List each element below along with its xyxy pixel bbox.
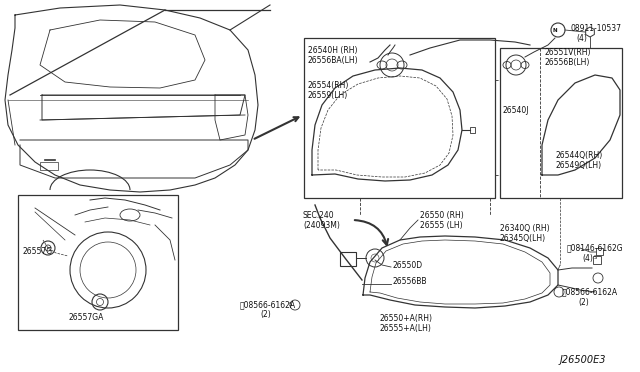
Text: 26551V(RH): 26551V(RH) <box>545 48 591 57</box>
Bar <box>18 195 178 330</box>
Text: ⓢ08146-6162G: ⓢ08146-6162G <box>567 244 623 253</box>
Text: (4): (4) <box>576 33 587 42</box>
Bar <box>40 162 58 170</box>
Bar <box>304 38 495 198</box>
Text: 26557G: 26557G <box>22 247 52 257</box>
Text: N: N <box>553 28 557 32</box>
Text: (24093M): (24093M) <box>303 221 340 230</box>
Text: 26540J: 26540J <box>503 106 529 115</box>
Text: 26550 (RH): 26550 (RH) <box>420 211 464 219</box>
Text: 26540H (RH): 26540H (RH) <box>308 45 358 55</box>
Text: (2): (2) <box>260 311 271 320</box>
Text: (2): (2) <box>578 298 589 307</box>
Text: S: S <box>593 255 596 260</box>
Text: 26549Q(LH): 26549Q(LH) <box>556 160 602 170</box>
Text: ⓢ08566-6162A: ⓢ08566-6162A <box>562 288 618 296</box>
Bar <box>470 127 475 133</box>
Bar <box>593 256 601 264</box>
Bar <box>500 48 622 198</box>
Text: J26500E3: J26500E3 <box>560 355 607 365</box>
Text: 26556BB: 26556BB <box>393 278 428 286</box>
Text: 26556BA(LH): 26556BA(LH) <box>308 55 358 64</box>
Text: 26345Q(LH): 26345Q(LH) <box>500 234 546 243</box>
Text: ⓢ08566-6162A: ⓢ08566-6162A <box>240 301 296 310</box>
Text: 26554(RH): 26554(RH) <box>308 80 349 90</box>
Text: 08911-10537: 08911-10537 <box>571 23 622 32</box>
Text: 26555+A(LH): 26555+A(LH) <box>380 324 432 333</box>
Text: 26559(LH): 26559(LH) <box>308 90 348 99</box>
Text: 26557GA: 26557GA <box>68 312 104 321</box>
Text: SEC.240: SEC.240 <box>303 211 335 219</box>
Text: 26544Q(RH): 26544Q(RH) <box>556 151 604 160</box>
Text: S: S <box>289 302 292 308</box>
Text: 26550D: 26550D <box>393 260 423 269</box>
Text: 26550+A(RH): 26550+A(RH) <box>380 314 433 323</box>
Text: 26556B(LH): 26556B(LH) <box>545 58 590 67</box>
Text: 26555 (LH): 26555 (LH) <box>420 221 463 230</box>
Text: 26340Q (RH): 26340Q (RH) <box>500 224 550 232</box>
Text: (4): (4) <box>582 253 593 263</box>
Bar <box>596 248 603 255</box>
Bar <box>340 252 356 266</box>
